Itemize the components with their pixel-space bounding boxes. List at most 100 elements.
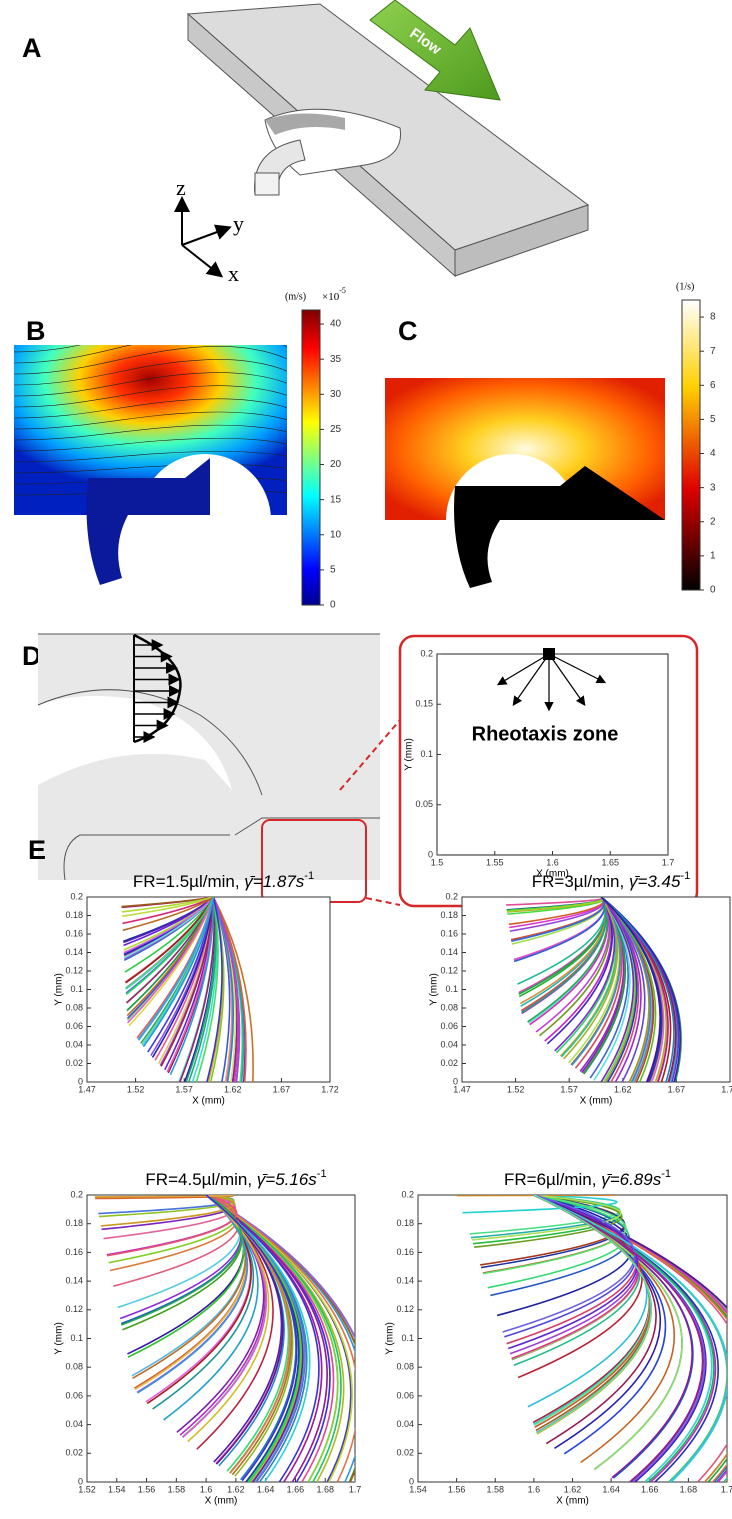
y-axis-label: Y (mm): [404, 738, 415, 771]
colorbar-label: 4: [710, 448, 716, 459]
x-tick-label: 1.58: [486, 1484, 504, 1494]
trajectory-plot: 1.54 1.56 1.58 1.6 1.62 1.64 1.66 1.68 1.7 0 0.02 0…: [385, 1168, 732, 1507]
trajectories: [456, 1195, 727, 1482]
trajectory: [109, 1195, 239, 1272]
y-tick-label: 0.02: [440, 1058, 458, 1068]
x-tick-label: 1.5: [431, 857, 444, 867]
y-tick-label: 0.02: [65, 1058, 83, 1068]
trajectory: [137, 1195, 249, 1394]
y-tick-label: 0.16: [65, 1247, 83, 1257]
exponent: -1: [661, 1168, 671, 1180]
y-tick-label: 0.12: [65, 965, 83, 975]
y-tick-label: 0.1: [445, 984, 458, 994]
y-tick-label: 0.16: [65, 928, 83, 938]
y-tick-label: 0.08: [440, 1002, 458, 1012]
x-axis-label: X (mm): [536, 869, 569, 880]
exponent: -1: [317, 1168, 327, 1180]
x-tick-label: 1.67: [668, 1084, 686, 1094]
y-tick-label: 0.04: [440, 1039, 458, 1049]
x-tick-label: 1.55: [486, 857, 504, 867]
exponent: -1: [304, 870, 314, 882]
direction-arrow: [548, 653, 586, 706]
trajectory: [482, 1195, 627, 1275]
colorbar-label: 5: [330, 565, 336, 576]
y-tick-label: 0.16: [396, 1247, 414, 1257]
colorbar-label: 0: [330, 600, 336, 611]
shear-rate: γ̄=6.89s: [601, 1170, 662, 1189]
x-tick-label: 1.66: [287, 1484, 305, 1494]
x-tick-label: 1.52: [127, 1084, 145, 1094]
x-tick-label: 1.64: [602, 1484, 620, 1494]
x-tick-label: 1.6: [200, 1484, 213, 1494]
x-tick-label: 1.58: [168, 1484, 186, 1494]
colorbar-label: 15: [330, 494, 342, 505]
x-axis-label: X (mm): [205, 1496, 238, 1507]
x-tick-label: 1.68: [316, 1484, 334, 1494]
streamline: [14, 411, 287, 430]
scale: ×10: [322, 291, 340, 303]
colorbar-label: 5: [710, 414, 716, 425]
trajectory: [533, 1195, 652, 1434]
y-axis-label: Y (mm): [54, 1322, 65, 1355]
trajectory: [113, 1195, 240, 1287]
axis-name: x: [228, 261, 239, 286]
x-tick-label: 1.66: [641, 1484, 659, 1494]
x-tick-label: 1.62: [224, 1084, 242, 1094]
trajectory: [205, 1195, 355, 1482]
x-axis-label: X (mm): [192, 1096, 225, 1107]
colorbar: [681, 299, 701, 591]
panel-label: C: [398, 316, 418, 346]
trajectory: [212, 897, 235, 1082]
y-tick-label: 0: [78, 1076, 83, 1086]
trajectory: [206, 897, 223, 1082]
streamline: [14, 385, 287, 408]
y-tick-label: 0.14: [440, 947, 458, 957]
trajectory: [123, 897, 214, 954]
y-tick-label: 0.14: [396, 1275, 414, 1285]
trajectory: [533, 1195, 704, 1482]
x-tick-label: 1.72: [721, 1084, 732, 1094]
title: FR=1.5µl/min,: [133, 872, 244, 891]
streamline: [14, 346, 287, 375]
y-axis-label: Y (mm): [54, 973, 65, 1006]
x-axis-label: X (mm): [556, 1496, 589, 1507]
trajectory: [533, 1195, 727, 1482]
y-axis-label: Y (mm): [385, 1322, 396, 1355]
trajectory: [125, 897, 215, 995]
direction-arrow: [496, 653, 550, 686]
y-tick-label: 0.06: [65, 1021, 83, 1031]
trajectory: [187, 897, 217, 1082]
trajectory: [554, 897, 616, 1052]
trajectory: [502, 1195, 636, 1333]
trajectories: [94, 1195, 355, 1482]
trajectory: [533, 1195, 715, 1482]
y-tick-label: 0.16: [440, 928, 458, 938]
exponent: -1: [680, 870, 690, 882]
shear-rate: γ̄=5.16s: [257, 1170, 318, 1189]
trajectory: [121, 1195, 243, 1326]
x-tick-label: 1.7: [662, 857, 675, 867]
y-tick-label: 0: [453, 1076, 458, 1086]
y-tick-label: 0.2: [401, 1189, 414, 1199]
trajectory: [212, 897, 247, 1082]
axes-triad: [174, 196, 232, 278]
zone-label: Rheotaxis zone: [472, 723, 619, 745]
y-tick-label: 0: [78, 1476, 83, 1486]
panel-label: A: [22, 33, 42, 63]
plot-title: FR=3µl/min, γ̄=3.45-1: [532, 870, 690, 892]
x-tick-label: 1.72: [321, 1084, 339, 1094]
trajectory: [600, 897, 662, 1082]
colorbar-label: 20: [330, 459, 342, 470]
trajectory: [151, 897, 215, 1058]
colorbar-label: 35: [330, 354, 342, 365]
y-tick-label: 0.14: [65, 947, 83, 957]
y-tick-label: 0.1: [70, 984, 83, 994]
y-tick-label: 0.14: [65, 1275, 83, 1285]
x-tick-label: 1.67: [273, 1084, 291, 1094]
y-tick-label: 0.04: [396, 1419, 414, 1429]
trajectory: [205, 1195, 328, 1482]
trajectory-plot: 1.52 1.54 1.56 1.58 1.6 1.62 1.64 1.66 1.68 1.7 0 0…: [54, 1168, 362, 1507]
streamline: [14, 437, 287, 452]
streamline: [14, 451, 287, 463]
